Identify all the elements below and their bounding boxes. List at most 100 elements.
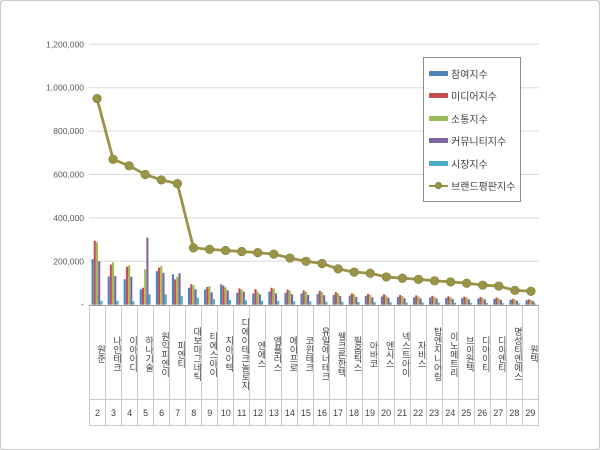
bar-미디어지수 [527, 299, 530, 305]
x-axis-rank-label: 22 [410, 400, 426, 426]
trend-line-marker [317, 258, 327, 269]
x-axis-category-label: 디아이티 [474, 306, 490, 400]
trend-line-marker [237, 246, 247, 257]
bar-시장지수 [486, 302, 489, 305]
trend-line-marker [333, 264, 343, 274]
x-axis-category-label: 나인테크 [106, 306, 122, 400]
x-axis-rank-label: 9 [202, 400, 218, 426]
trend-line-marker [526, 286, 536, 296]
bar-참여지수 [236, 292, 239, 305]
legend-item: 소통지수 [429, 111, 515, 126]
bar-시장지수 [437, 302, 440, 305]
x-axis-column: 아바코 19 [361, 306, 378, 426]
bar-미디어지수 [141, 287, 145, 305]
x-axis-column: 원텍 29 [521, 306, 538, 426]
x-axis-rank-label: 24 [442, 400, 458, 426]
bar-커뮤니티지수 [194, 289, 197, 305]
legend-swatch-icon [429, 160, 448, 166]
trend-line-marker [397, 273, 407, 283]
bar-소통지수 [256, 291, 259, 305]
legend-item: 참여지수 [429, 66, 515, 81]
x-axis-category-label: 원익피엔이 [154, 306, 170, 400]
trend-line-marker [365, 268, 375, 278]
bar-소통지수 [208, 286, 211, 305]
x-axis-category-label: 자비스 [410, 306, 426, 400]
x-axis-column: 자비스 22 [409, 306, 426, 426]
x-axis-category-label: 아바코 [362, 306, 378, 400]
x-axis-rank-label: 27 [490, 400, 506, 426]
bar-미디어지수 [125, 266, 128, 305]
trend-line-marker [269, 249, 279, 259]
trend-line-marker [462, 278, 472, 288]
trend-line-marker [381, 272, 391, 282]
trend-line-marker [413, 274, 424, 284]
bar-소통지수 [288, 290, 291, 305]
legend: 참여지수 미디어지수 소통지수 커뮤니티지수 시장지수 브랜드평판지수 [423, 57, 521, 202]
bar-미디어지수 [463, 296, 466, 305]
x-axis-column: 원익피엔이 6 [153, 306, 170, 426]
bar-커뮤니티지수 [274, 293, 278, 305]
bar-참여지수 [155, 271, 158, 305]
bar-소통지수 [369, 294, 372, 305]
x-axis-category-label: 이노메트리 [442, 306, 458, 400]
bar-시장지수 [469, 302, 473, 305]
x-axis-column: 엠플러스 13 [265, 306, 282, 426]
bar-소통지수 [449, 297, 452, 305]
x-axis-category-label: 에이프로 [282, 306, 298, 400]
x-axis-category-label: 디이엔티 [490, 306, 506, 400]
x-axis-column: 유일에너테크 16 [313, 306, 330, 426]
x-axis-column: 브이원텍 25 [457, 306, 474, 426]
trend-line-marker [446, 277, 456, 287]
x-axis-rank-label: 5 [138, 400, 154, 426]
bar-소통지수 [128, 265, 131, 305]
bar-미디어지수 [286, 289, 289, 305]
bar-미디어지수 [93, 240, 96, 305]
x-axis-column: 대보마그네틱 8 [185, 306, 202, 426]
bar-참여지수 [316, 293, 319, 305]
x-axis-rank-label: 10 [218, 400, 234, 426]
bar-시장지수 [309, 301, 312, 305]
legend-swatch-icon [429, 115, 448, 121]
legend-item: 미디어지수 [429, 88, 515, 103]
x-axis-column: 디아이티 26 [473, 306, 490, 426]
bar-참여지수 [204, 289, 207, 305]
bar-커뮤니티지수 [114, 276, 117, 305]
x-axis-rank-label: 7 [170, 400, 186, 426]
x-axis-column: 코윈테크 15 [297, 306, 314, 426]
x-axis-category-label: 엔에스 [250, 306, 266, 400]
bar-시장지수 [244, 300, 248, 305]
bar-소통지수 [417, 296, 420, 305]
bar-소통지수 [144, 269, 147, 305]
bar-시장지수 [357, 302, 360, 305]
x-axis-column: 이노메트리 24 [441, 306, 458, 426]
bar-커뮤니티지수 [242, 291, 245, 305]
bar-시장지수 [389, 302, 392, 305]
trend-line-marker [510, 285, 520, 295]
bar-참여지수 [107, 276, 110, 305]
bar-시장지수 [164, 294, 167, 305]
bar-커뮤니티지수 [98, 261, 101, 305]
x-axis-rank-label: 23 [426, 400, 442, 426]
bar-시장지수 [116, 300, 119, 305]
trend-line-marker [204, 244, 215, 254]
x-axis-category-label: 티에스아이 [202, 306, 218, 400]
bar-미디어지수 [109, 264, 112, 305]
x-axis-column: 웰크론한텍 17 [329, 306, 346, 426]
bar-참여지수 [171, 274, 174, 305]
legend-swatch-icon [429, 93, 448, 99]
trend-line-marker [285, 253, 295, 263]
bar-참여지수 [380, 296, 383, 305]
trend-line-marker [494, 281, 504, 291]
legend-item: 브랜드평판지수 [429, 178, 515, 193]
bar-미디어지수 [415, 295, 418, 305]
bar-참여지수 [300, 293, 303, 305]
x-axis-category-label: 유일에너테크 [314, 306, 330, 400]
bar-시장지수 [132, 301, 135, 305]
bar-커뮤니티지수 [258, 294, 261, 305]
bar-소통지수 [401, 296, 404, 305]
bar-소통지수 [337, 293, 340, 305]
bar-시장지수 [180, 295, 183, 305]
y-axis-tick-label: 1,000,000 [46, 83, 84, 93]
bar-시장지수 [261, 300, 264, 305]
